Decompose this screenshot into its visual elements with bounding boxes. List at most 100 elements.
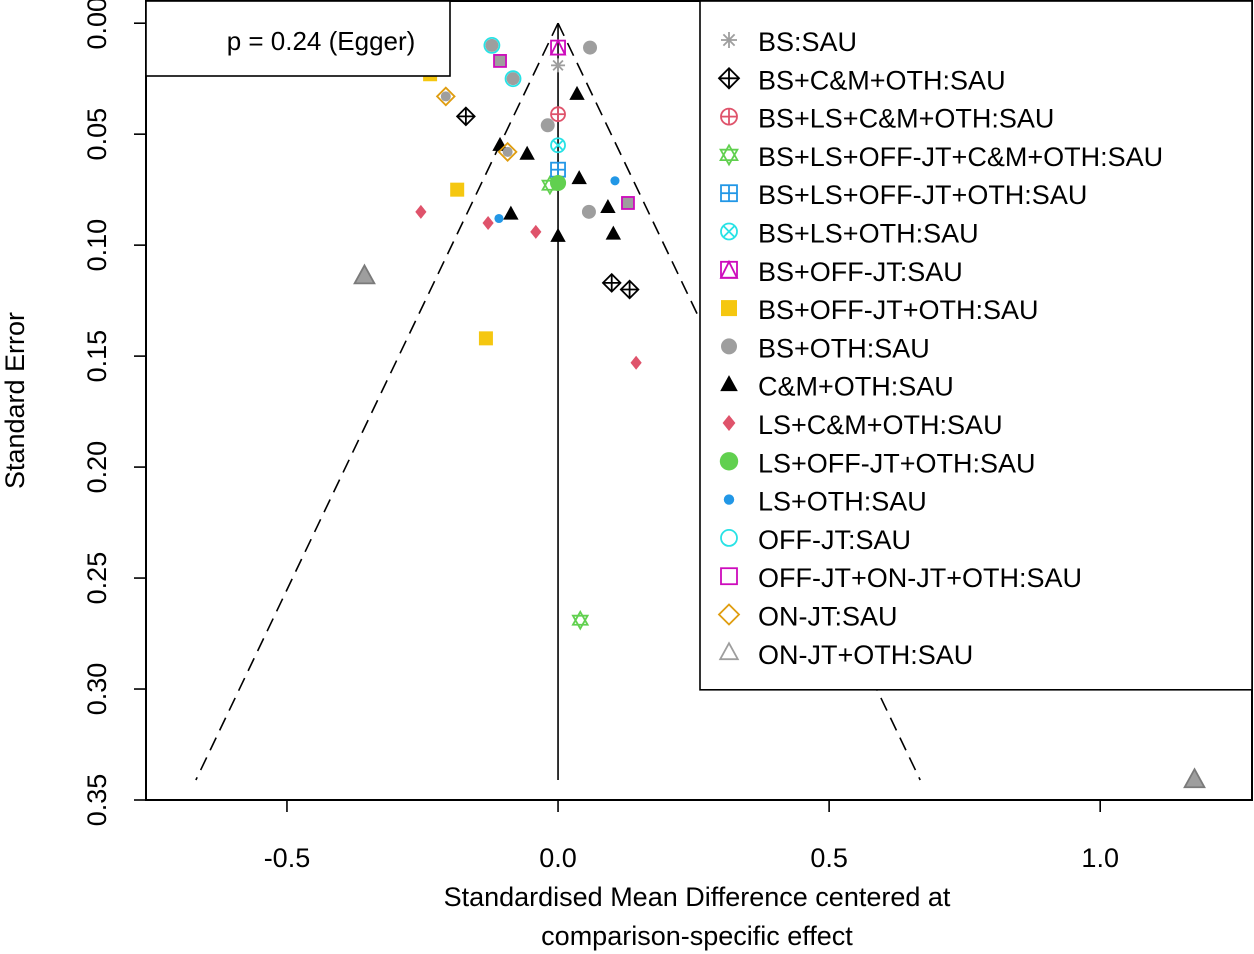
legend-label: BS+LS+C&M+OTH:SAU (758, 104, 1054, 134)
legend-marker (720, 529, 738, 547)
point-C&M+OTH:SAU (605, 225, 622, 240)
x-tick-label: 1.0 (1081, 843, 1119, 873)
annotation-box: p = 0.24 (Egger) (145, 0, 451, 77)
point-ON-JT:SAU (435, 86, 456, 107)
point-ON-JT+OTH:SAU (353, 263, 376, 285)
point-OFF-JT:SAU (504, 70, 522, 88)
legend-label: BS+OFF-JT+OTH:SAU (758, 295, 1039, 325)
legend-box (699, 0, 1253, 691)
point-BS+LS+C&M+OTH:SAU (550, 106, 566, 123)
legend-marker (720, 375, 738, 392)
y-axis-label: Standard Error (0, 312, 30, 489)
legend-marker (720, 184, 738, 203)
point-LS+OTH:SAU (610, 176, 620, 186)
point-LS+C&M+OTH:SAU (530, 224, 542, 239)
point-LS+C&M+OTH:SAU (415, 204, 427, 219)
legend-marker (722, 415, 736, 431)
point-LS+C&M+OTH:SAU (482, 215, 494, 230)
legend-marker (718, 641, 740, 661)
legend-marker (721, 338, 737, 355)
x-tick-label: 0.5 (810, 843, 848, 873)
point-fill-ON-JT:SAU (502, 146, 513, 157)
point-LS+OFF-JT+OTH:SAU (549, 174, 567, 192)
y-tick-label: 0.00 (82, 0, 112, 49)
point-fill-ON-JT:SAU (440, 91, 451, 102)
legend-marker (720, 567, 738, 586)
point-C&M+OTH:SAU (571, 170, 587, 185)
y-tick-label: 0.10 (82, 219, 112, 272)
point-BS+OTH:SAU (540, 118, 555, 133)
legend-marker (720, 222, 738, 241)
point-fill-OFF-JT+ON-JT+OTH:SAU (494, 54, 507, 67)
point-outline (353, 263, 376, 285)
point-BS+C&M+OTH:SAU (601, 272, 622, 293)
y-tick-label: 0.15 (82, 330, 112, 383)
point-BS:SAU (551, 58, 566, 73)
legend-label: BS+LS+OTH:SAU (758, 219, 979, 249)
point-BS+C&M+OTH:SAU (619, 279, 640, 300)
point-C&M+OTH:SAU (519, 145, 535, 160)
point-BS+LS+OTH:SAU (550, 137, 566, 154)
point-C&M+OTH:SAU (600, 199, 616, 214)
legend-marker (719, 259, 739, 279)
egger-annotation: p = 0.24 (Egger) (227, 26, 416, 56)
legend-label: ON-JT:SAU (758, 602, 898, 632)
x-axis-label-line-2: comparison-specific effect (541, 921, 853, 951)
x-axis: -0.5 0.0 0.5 1.0 (264, 799, 1119, 873)
legend-label: ON-JT+OTH:SAU (758, 640, 973, 670)
y-tick-label: 0.05 (82, 108, 112, 161)
legend-label: BS:SAU (758, 27, 857, 57)
point-ON-JT:SAU (497, 141, 518, 162)
legend-marker (717, 603, 741, 626)
legend-label: OFF-JT:SAU (758, 525, 911, 555)
point-outline (1183, 767, 1206, 789)
legend-marker (719, 452, 739, 471)
point-OFF-JT+ON-JT+OTH:SAU (493, 54, 507, 68)
x-tick-label: 0.0 (539, 843, 577, 873)
legend-label: LS+OFF-JT+OTH:SAU (758, 448, 1036, 478)
legend-marker (720, 107, 738, 126)
legend-label: LS+C&M+OTH:SAU (758, 410, 1003, 440)
point-C&M+OTH:SAU (503, 205, 519, 220)
legend-marker (717, 67, 741, 90)
egger-box (145, 0, 451, 77)
point-OFF-JT+ON-JT+OTH:SAU (621, 196, 635, 210)
y-axis: 0.00 0.05 0.10 0.15 0.20 0.25 0.30 0.35 (82, 0, 146, 826)
y-tick-label: 0.20 (82, 441, 112, 494)
point-BS+LS+OFF-JT+OTH:SAU (550, 161, 566, 178)
point-C&M+OTH:SAU (569, 85, 585, 100)
x-tick-label: -0.5 (264, 843, 311, 873)
point-OFF-JT:SAU (483, 36, 501, 54)
legend: BS:SAU BS+C&M+OTH:SAU BS+LS+C&M+OTH:SAU BS+… (699, 0, 1253, 691)
data-points (353, 36, 1206, 789)
legend-label: BS+LS+OFF-JT+C&M+OTH:SAU (758, 142, 1163, 172)
point-fill-OFF-JT+ON-JT+OTH:SAU (621, 196, 634, 209)
legend-label: OFF-JT+ON-JT+OTH:SAU (758, 563, 1082, 593)
legend-marker (721, 300, 737, 317)
y-tick-label: 0.30 (82, 663, 112, 716)
point-BS+OFF-JT+OTH:SAU (478, 331, 493, 346)
point-LS+C&M+OTH:SAU (630, 355, 642, 370)
legend-label: LS+OTH:SAU (758, 487, 927, 517)
legend-label: C&M+OTH:SAU (758, 372, 954, 402)
legend-marker (723, 494, 735, 505)
funnel-left-line (195, 22, 559, 781)
point-BS+C&M+OTH:SAU (455, 106, 476, 127)
point-BS+LS+OFF-JT+C&M+OTH:SAU (571, 610, 590, 631)
point-BS+OTH:SAU (583, 40, 598, 55)
point-BS+OFF-JT+OTH:SAU (450, 182, 465, 197)
point-BS+OFF-JT:SAU (549, 38, 567, 56)
point-C&M+OTH:SAU (550, 227, 566, 242)
point-fill-OFF-JT:SAU (506, 72, 520, 86)
legend-label: BS+OFF-JT:SAU (758, 257, 963, 287)
legend-label: BS+OTH:SAU (758, 333, 930, 363)
legend-label: BS+C&M+OTH:SAU (758, 65, 1006, 95)
point-BS+OTH:SAU (581, 204, 596, 219)
y-tick-label: 0.35 (82, 774, 112, 827)
legend-label: BS+LS+OFF-JT+OTH:SAU (758, 180, 1087, 210)
y-tick-label: 0.25 (82, 552, 112, 605)
point-LS+OTH:SAU (494, 213, 504, 224)
x-axis-label-line-1: Standardised Mean Difference centered at (444, 882, 951, 912)
point-ON-JT+OTH:SAU (1183, 767, 1206, 789)
